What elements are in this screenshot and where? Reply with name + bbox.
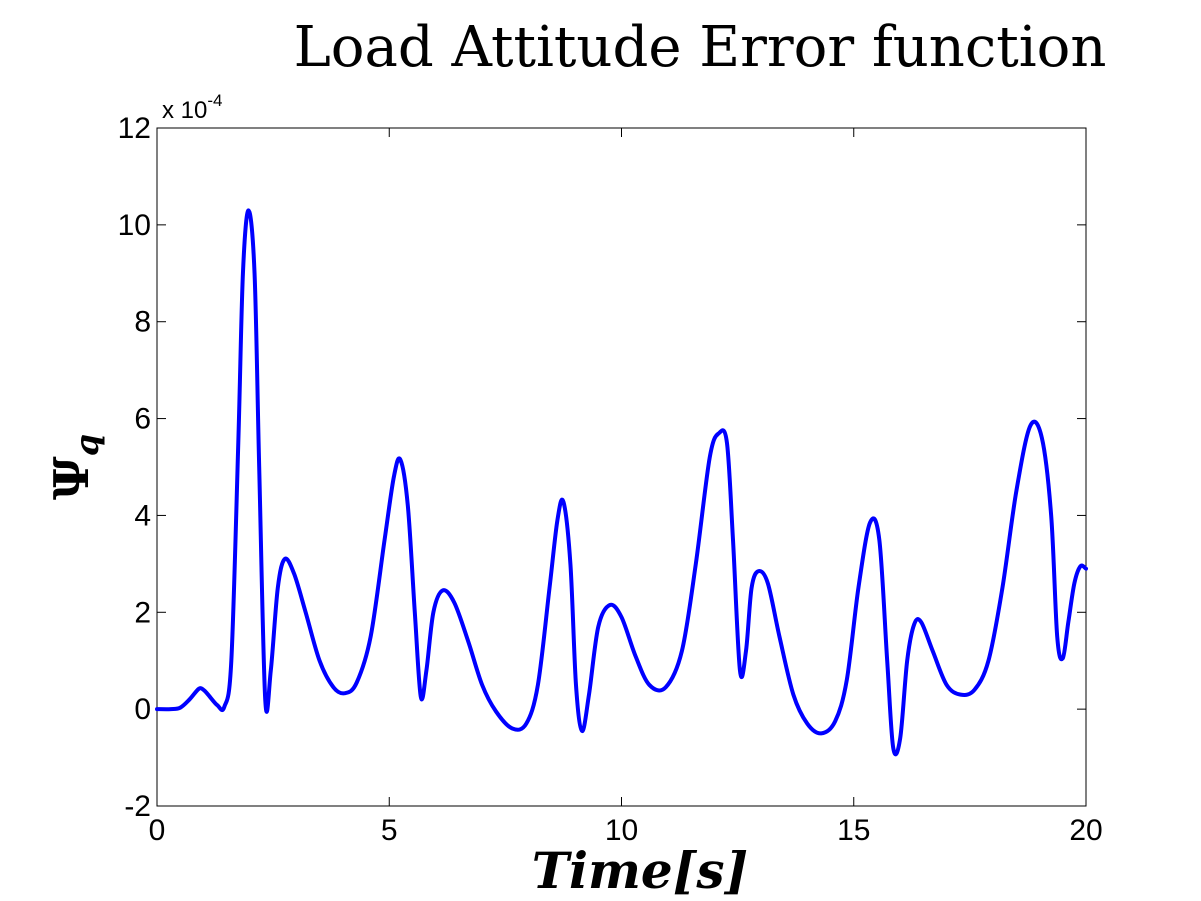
y-tick-label: 6 bbox=[134, 403, 151, 436]
y-tick-label: 12 bbox=[118, 112, 151, 145]
y-axis-label-sub: q bbox=[68, 434, 106, 456]
series-line bbox=[155, 208, 1088, 757]
y-tick-label: 0 bbox=[134, 693, 151, 726]
x-tick-label: 5 bbox=[381, 814, 398, 847]
x-axis: 0 5 10 15 20 bbox=[149, 128, 1103, 847]
y-tick-label: 4 bbox=[134, 499, 151, 532]
y-multiplier-exponent: -4 bbox=[207, 91, 222, 110]
x-tick-label: 15 bbox=[837, 814, 870, 847]
y-axis: -2 0 2 4 6 8 10 12 bbox=[118, 112, 1086, 823]
x-axis-label: Time[s] bbox=[532, 841, 748, 900]
series-layer bbox=[155, 208, 1088, 757]
y-multiplier-label: x 10-4 bbox=[162, 91, 223, 124]
y-multiplier-base: x 10 bbox=[162, 97, 207, 124]
y-tick-label: -2 bbox=[124, 790, 151, 823]
y-tick-label: 8 bbox=[134, 306, 151, 339]
y-tick-label: 10 bbox=[118, 209, 151, 242]
y-axis-label-main: Ψ bbox=[44, 456, 100, 500]
x-tick-label: 0 bbox=[149, 814, 166, 847]
x-tick-label: 20 bbox=[1069, 814, 1102, 847]
y-axis-label: Ψq bbox=[44, 434, 106, 500]
chart-title: Load Attitude Error function bbox=[294, 15, 1107, 80]
axes-box bbox=[156, 127, 1087, 807]
x-tick-label: 10 bbox=[605, 814, 638, 847]
y-tick-label: 2 bbox=[134, 596, 151, 629]
